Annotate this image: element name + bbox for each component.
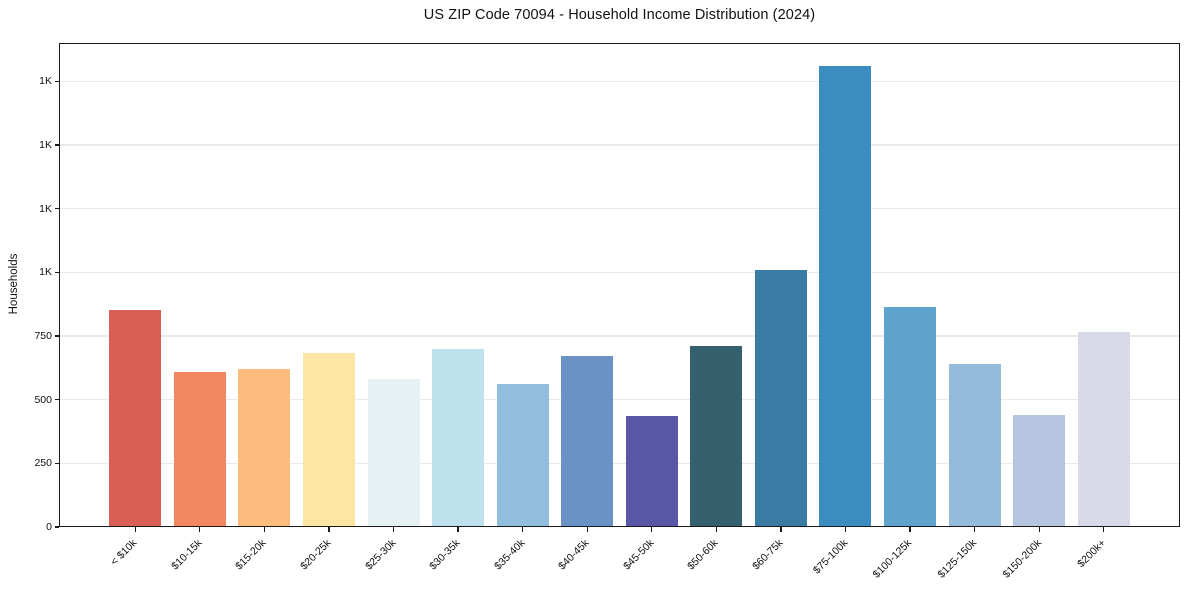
gridline: [59, 80, 1180, 82]
bar-150-200k: [1013, 414, 1066, 527]
x-tick-mark: [844, 527, 847, 532]
y-tick-mark: [54, 144, 59, 146]
bar-45-50k: [625, 416, 678, 527]
bar-10-15k: [173, 371, 226, 527]
bar-15-20k: [238, 369, 291, 527]
x-tick-label: $25-30k: [362, 537, 399, 573]
x-tick-mark: [328, 527, 330, 532]
x-tick-label: $200k+: [1075, 537, 1109, 571]
bar-20-25k: [302, 352, 355, 527]
bar-35-40k: [496, 384, 549, 527]
x-tick-mark: [392, 527, 395, 532]
x-tick-mark: [909, 527, 911, 532]
bar-50-60k: [690, 346, 743, 527]
y-tick-mark: [54, 80, 59, 82]
chart-title: US ZIP Code 70094 - Household Income Dis…: [423, 7, 816, 23]
x-tick-label: $40-45k: [556, 537, 592, 573]
x-tick-label: < $10k: [108, 537, 140, 568]
y-tick-mark: [54, 526, 59, 528]
x-tick-label: $30-35k: [427, 537, 463, 573]
y-tick-label: 0: [46, 521, 52, 533]
axes-spines: [59, 43, 1180, 527]
x-tick-mark: [1038, 527, 1040, 532]
bar-60-75k: [754, 269, 807, 527]
x-tick-mark: [522, 527, 524, 532]
x-tick-mark: [780, 527, 782, 532]
y-tick-label: 1K: [39, 266, 52, 279]
x-tick-mark: [651, 527, 653, 532]
gridline: [59, 271, 1180, 273]
bar-200k: [1077, 332, 1130, 527]
y-tick-label: 1K: [39, 202, 52, 215]
gridline: [59, 399, 1180, 401]
x-tick-label: $60-75k: [750, 537, 786, 573]
y-tick-label: 750: [34, 329, 52, 342]
gridline: [59, 207, 1180, 210]
bar-100-125k: [884, 306, 937, 527]
y-tick-mark: [54, 399, 59, 401]
x-tick-label: $20-25k: [298, 537, 334, 573]
gridline: [59, 335, 1180, 337]
x-tick-mark: [134, 527, 136, 532]
y-tick-mark: [54, 271, 59, 273]
x-tick-mark: [457, 527, 459, 532]
x-tick-label: $50-60k: [685, 537, 721, 573]
bar-30-35k: [432, 348, 485, 527]
y-tick-label: 250: [34, 457, 52, 470]
x-tick-mark: [586, 527, 588, 532]
plot-area: [59, 43, 1180, 527]
bar-25-30k: [367, 379, 420, 527]
x-tick-mark: [263, 527, 266, 532]
gridline: [59, 144, 1180, 146]
y-tick-mark: [54, 335, 59, 337]
y-tick-label: 500: [34, 393, 52, 406]
x-tick-label: $75-100k: [810, 537, 850, 577]
x-tick-label: $150-200k: [1000, 537, 1044, 581]
bar-10k: [109, 310, 162, 527]
bar-40-45k: [561, 356, 614, 527]
x-tick-mark: [715, 527, 717, 532]
x-tick-mark: [199, 527, 201, 532]
x-tick-label: $15-20k: [233, 537, 269, 573]
y-tick-label: 1K: [39, 75, 52, 88]
x-tick-label: $125-150k: [935, 537, 980, 581]
x-tick-label: $35-40k: [491, 537, 528, 573]
y-tick-mark: [54, 207, 59, 210]
gridline: [59, 462, 1180, 464]
y-tick-mark: [54, 462, 59, 464]
y-tick-label: 1K: [39, 138, 52, 151]
bar-125-150k: [948, 363, 1001, 527]
y-axis-label: Households: [8, 253, 20, 315]
x-tick-label: $45-50k: [620, 537, 657, 573]
x-tick-label: $10-15k: [169, 537, 205, 573]
x-tick-mark: [973, 527, 976, 532]
x-tick-label: $100-125k: [870, 537, 915, 581]
x-tick-mark: [1103, 527, 1105, 532]
bar-75-100k: [819, 65, 872, 527]
